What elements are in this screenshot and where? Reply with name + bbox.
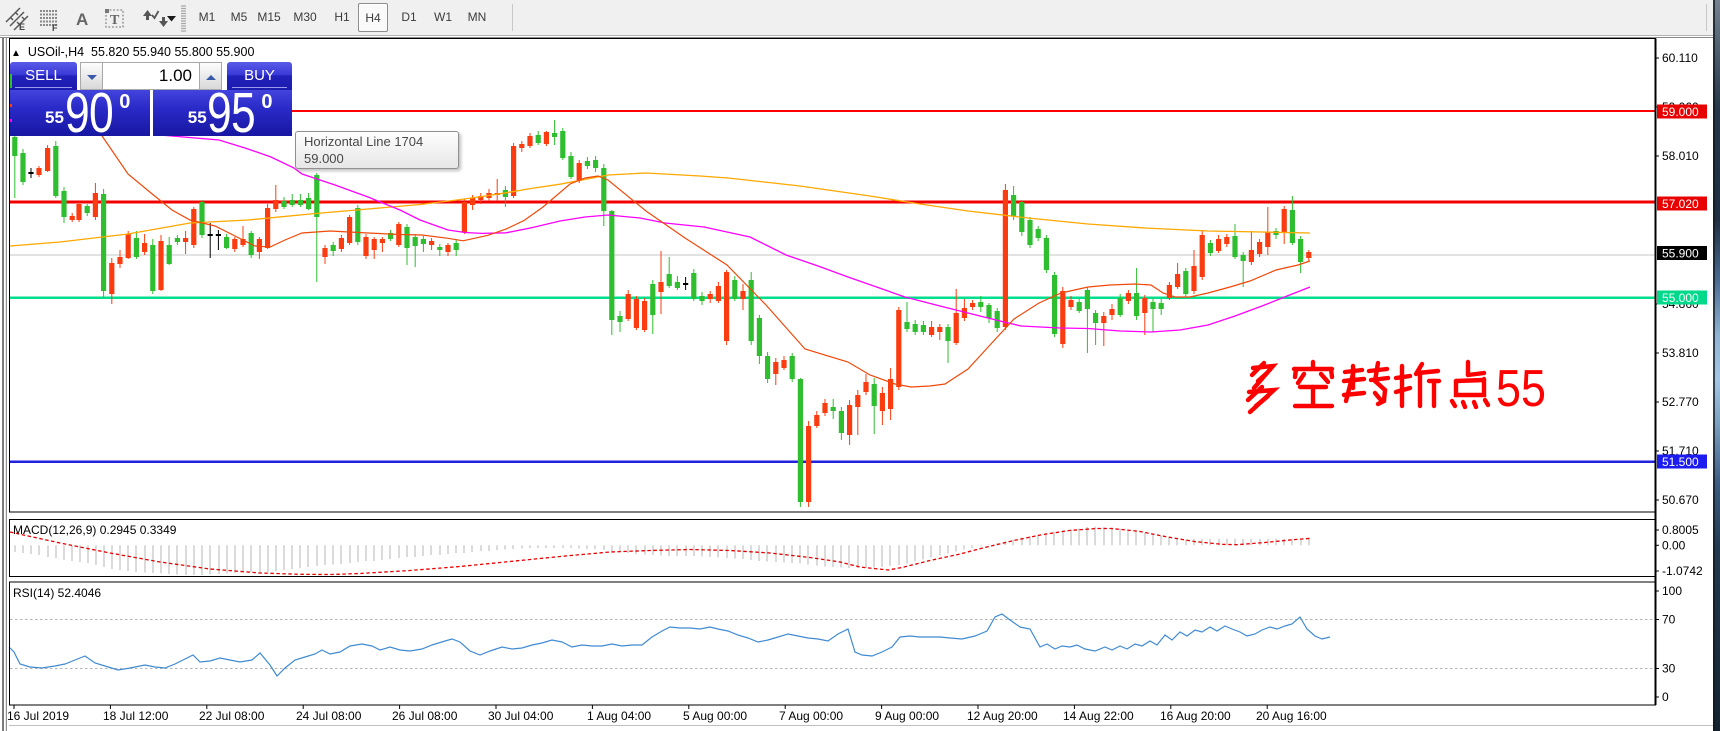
svg-text:52.770: 52.770 (1662, 395, 1699, 409)
svg-text:T: T (110, 13, 120, 28)
svg-text:55: 55 (1496, 360, 1546, 418)
svg-text:16 Aug 20:00: 16 Aug 20:00 (1160, 709, 1231, 723)
svg-text:18 Jul 12:00: 18 Jul 12:00 (103, 709, 169, 723)
svg-text:100: 100 (1662, 584, 1682, 598)
svg-text:59.000: 59.000 (1662, 105, 1699, 119)
svg-text:55.000: 55.000 (1662, 291, 1699, 305)
svg-text:F: F (52, 23, 58, 33)
svg-text:1 Aug 04:00: 1 Aug 04:00 (587, 709, 651, 723)
svg-text:50.670: 50.670 (1662, 493, 1699, 507)
svg-text:22 Jul 08:00: 22 Jul 08:00 (199, 709, 265, 723)
svg-text:51.500: 51.500 (1662, 455, 1699, 469)
svg-text:7 Aug 00:00: 7 Aug 00:00 (779, 709, 843, 723)
svg-text:0.8005: 0.8005 (1662, 523, 1699, 537)
svg-text:55.900: 55.900 (1662, 246, 1699, 260)
svg-text:60.110: 60.110 (1662, 51, 1698, 65)
svg-text:24 Jul 08:00: 24 Jul 08:00 (296, 709, 362, 723)
svg-text:30 Jul 04:00: 30 Jul 04:00 (488, 709, 554, 723)
svg-text:58.010: 58.010 (1662, 149, 1699, 163)
svg-text:57.020: 57.020 (1662, 197, 1699, 211)
svg-text:30: 30 (1662, 662, 1676, 676)
svg-text:26 Jul 08:00: 26 Jul 08:00 (392, 709, 458, 723)
svg-text:5 Aug 00:00: 5 Aug 00:00 (683, 709, 747, 723)
svg-text:A: A (76, 10, 88, 29)
svg-text:-1.0742: -1.0742 (1662, 564, 1703, 578)
svg-text:14 Aug 22:00: 14 Aug 22:00 (1063, 709, 1134, 723)
svg-text:E: E (19, 22, 25, 32)
svg-text:20 Aug 16:00: 20 Aug 16:00 (1256, 709, 1327, 723)
svg-text:0.00: 0.00 (1662, 538, 1686, 552)
svg-text:70: 70 (1662, 613, 1676, 627)
svg-text:12 Aug 20:00: 12 Aug 20:00 (967, 709, 1038, 723)
svg-text:16 Jul 2019: 16 Jul 2019 (7, 709, 69, 723)
svg-text:RSI(14) 52.4046: RSI(14) 52.4046 (13, 586, 101, 600)
svg-text:53.810: 53.810 (1662, 346, 1699, 360)
svg-text:9 Aug 00:00: 9 Aug 00:00 (875, 709, 939, 723)
svg-text:MACD(12,26,9) 0.2945 0.3349: MACD(12,26,9) 0.2945 0.3349 (13, 523, 177, 537)
svg-text:0: 0 (1662, 690, 1669, 704)
